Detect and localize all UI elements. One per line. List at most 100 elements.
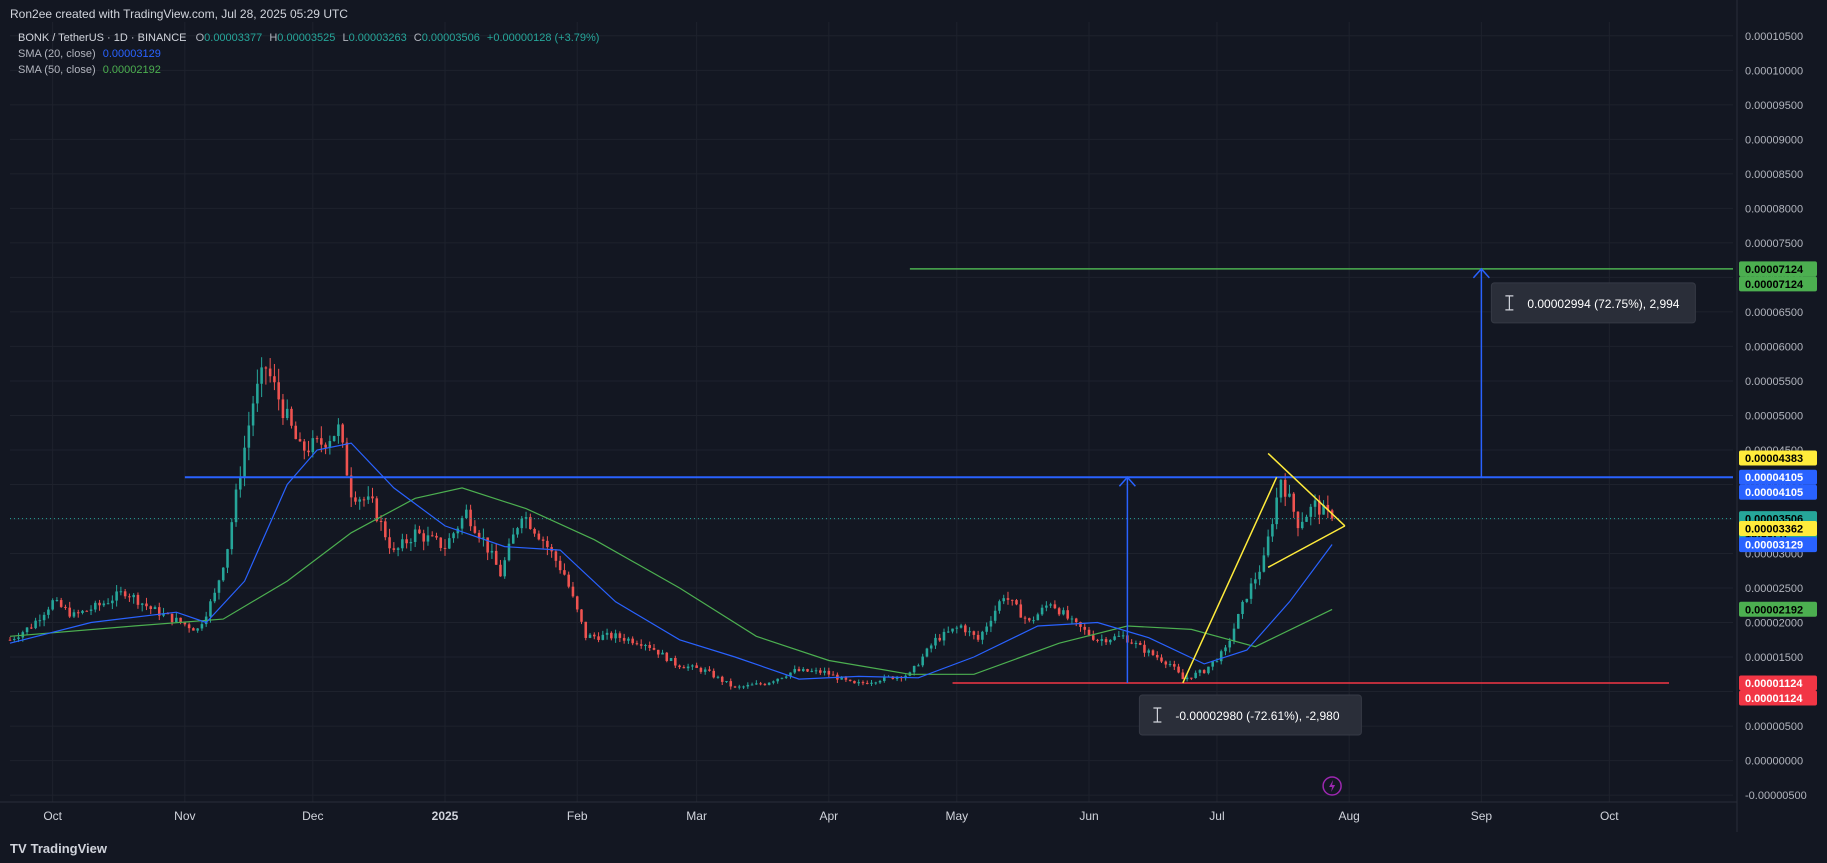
candle-body bbox=[42, 614, 46, 621]
candle-body bbox=[1318, 500, 1321, 515]
candle-body bbox=[644, 645, 647, 647]
sma20-legend[interactable]: SMA (20, close) 0.00003129 bbox=[18, 48, 161, 60]
candle-body bbox=[1173, 664, 1176, 667]
candle-body bbox=[34, 620, 37, 629]
candle-body bbox=[767, 682, 771, 685]
candle-body bbox=[938, 637, 942, 641]
lightning-glyph bbox=[1329, 780, 1336, 792]
candle-body bbox=[861, 682, 865, 684]
candle-body bbox=[285, 408, 289, 419]
sma20-line bbox=[9, 442, 1333, 680]
candle-body bbox=[183, 622, 187, 625]
candle-body bbox=[200, 624, 204, 629]
candle-body bbox=[618, 633, 622, 638]
candle-body bbox=[951, 628, 954, 632]
candle-body bbox=[1190, 677, 1193, 679]
candle-body bbox=[1143, 644, 1146, 653]
candle-body bbox=[149, 606, 153, 610]
candle-body bbox=[964, 625, 967, 633]
candle-body bbox=[793, 669, 797, 673]
candle-body bbox=[1181, 672, 1185, 680]
candle-body bbox=[686, 666, 690, 669]
candle-body bbox=[1113, 636, 1116, 640]
candle-body bbox=[925, 648, 929, 657]
tradingview-logo[interactable]: TV TradingView bbox=[10, 841, 107, 856]
candle-body bbox=[682, 667, 686, 669]
candle-body bbox=[1236, 613, 1240, 629]
candle-body bbox=[1194, 672, 1197, 678]
price-axis-label: 0.00004105 bbox=[1745, 487, 1803, 499]
candle-body bbox=[1224, 647, 1227, 652]
candle-body bbox=[575, 596, 579, 610]
y-tick-label: 0.00002500 bbox=[1745, 583, 1803, 595]
y-tick-label: 0.00000000 bbox=[1745, 756, 1803, 768]
candle-body bbox=[328, 441, 332, 448]
candle-body bbox=[8, 639, 12, 641]
candle-body bbox=[823, 670, 826, 673]
candle-body bbox=[1087, 629, 1091, 636]
candle-body bbox=[196, 628, 199, 631]
candle-body bbox=[529, 517, 532, 529]
measure-up-label-icon bbox=[1505, 295, 1514, 311]
candle-body bbox=[298, 439, 302, 442]
candle-body bbox=[85, 610, 89, 612]
candle-body bbox=[755, 683, 758, 685]
candle-body bbox=[921, 656, 924, 666]
candle-body bbox=[895, 676, 899, 679]
candle-body bbox=[119, 591, 123, 593]
price-axis-label: 0.00003129 bbox=[1745, 540, 1803, 552]
candle-body bbox=[1151, 650, 1155, 656]
candle-body bbox=[533, 528, 536, 534]
candle-body bbox=[51, 600, 54, 610]
candle-body bbox=[827, 670, 831, 675]
candle-body bbox=[929, 645, 933, 649]
candle-body bbox=[639, 644, 643, 646]
candle-body bbox=[1288, 493, 1291, 497]
symbol-name[interactable]: BONK / TetherUS · 1D · BINANCE bbox=[18, 32, 187, 44]
candle-body bbox=[499, 564, 502, 577]
sma50-label[interactable]: SMA (50, close) bbox=[18, 64, 96, 76]
x-tick-label: Jul bbox=[1209, 809, 1224, 823]
candle-body bbox=[942, 631, 946, 641]
symbol-legend[interactable]: BONK / TetherUS · 1D · BINANCE O0.000033… bbox=[18, 32, 599, 44]
candle-body bbox=[1057, 608, 1061, 615]
price-axis-label: 0.00003362 bbox=[1745, 524, 1803, 536]
candle-body bbox=[558, 560, 562, 571]
candle-body bbox=[358, 499, 361, 502]
x-tick-label: Oct bbox=[43, 809, 62, 823]
price-axis-label-box bbox=[1739, 469, 1817, 485]
candle-body bbox=[1002, 598, 1005, 602]
candle-body bbox=[175, 617, 178, 623]
candle-body bbox=[844, 676, 848, 680]
high-label: H bbox=[269, 32, 278, 44]
candle-body bbox=[1023, 617, 1027, 619]
candle-body bbox=[819, 670, 822, 673]
candle-body bbox=[1249, 583, 1253, 599]
candle-body bbox=[669, 658, 673, 661]
y-tick-label: 0.00001500 bbox=[1745, 652, 1803, 664]
candle-body bbox=[494, 550, 498, 565]
price-axis-label: 0.00001124 bbox=[1745, 693, 1803, 705]
candle-body bbox=[511, 534, 515, 544]
sma50-legend[interactable]: SMA (50, close) 0.00002192 bbox=[18, 64, 161, 76]
candle-body bbox=[1096, 639, 1099, 641]
candle-body bbox=[209, 601, 212, 617]
candle-body bbox=[648, 645, 652, 648]
candle-body bbox=[345, 442, 349, 476]
candle-body bbox=[294, 425, 298, 440]
candle-body bbox=[123, 591, 127, 597]
candle-body bbox=[477, 532, 481, 539]
candle-body bbox=[878, 680, 882, 683]
open-label: O bbox=[195, 32, 205, 44]
sma20-label[interactable]: SMA (20, close) bbox=[18, 48, 96, 60]
candle-body bbox=[396, 548, 400, 550]
sma20-value: 0.00003129 bbox=[102, 48, 161, 60]
candle-body bbox=[140, 603, 144, 605]
price-axis-label-box bbox=[1739, 521, 1817, 537]
candle-body bbox=[337, 424, 340, 437]
measure-up-label-box bbox=[1490, 282, 1696, 324]
candle-body bbox=[465, 509, 468, 518]
x-tick-label: Sep bbox=[1471, 809, 1493, 823]
